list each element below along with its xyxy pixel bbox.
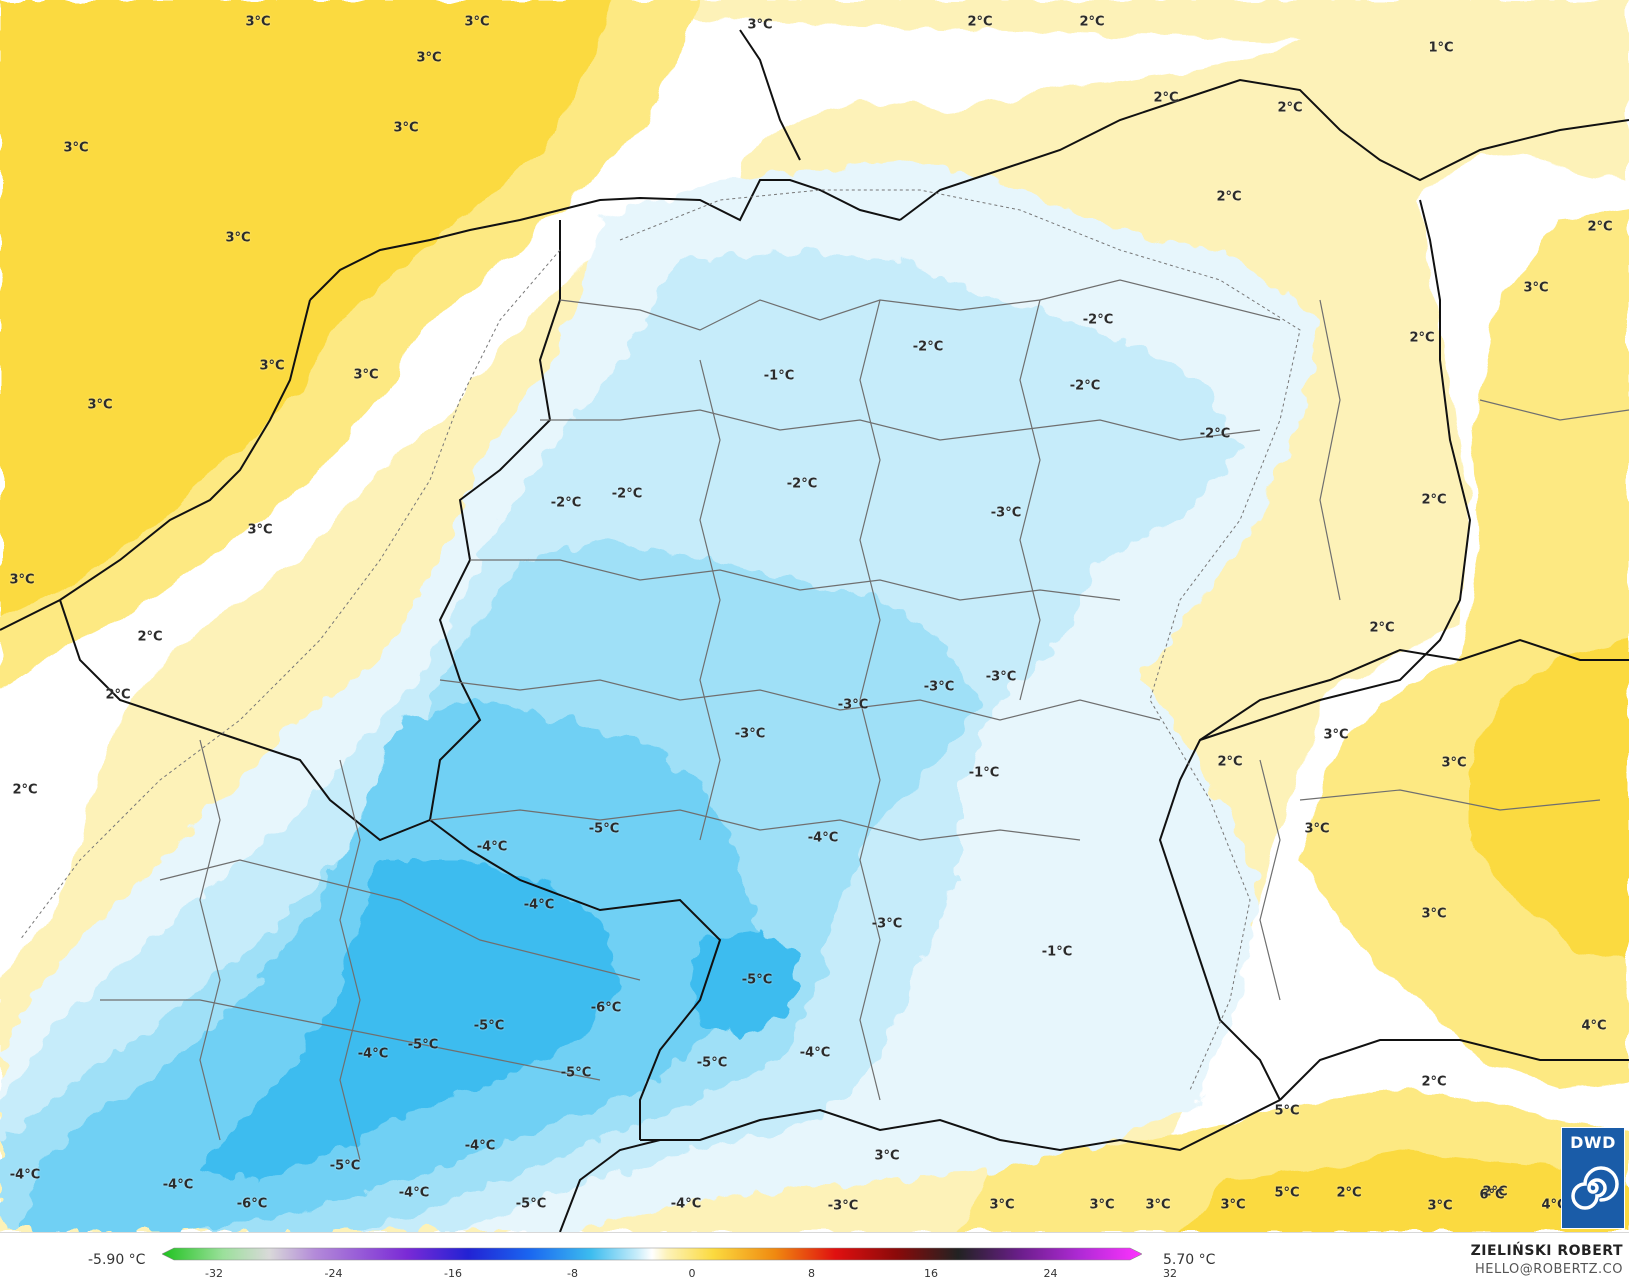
- scale-tick-label: -8: [567, 1267, 578, 1280]
- region-line: [339, 759, 361, 1161]
- border-alps: [559, 1039, 1629, 1232]
- min-value-label: -5.90 °C: [88, 1252, 146, 1268]
- dwd-spiral-icon: [1571, 1166, 1619, 1210]
- dwd-logo-text: DWD: [1570, 1133, 1616, 1152]
- region-borders: [100, 279, 1629, 1161]
- coastline-netherlands: [0, 299, 311, 631]
- color-scale: -32 -24 -16 -8 0 8 16 24 32: [161, 1247, 1177, 1283]
- scale-tick-label: 16: [924, 1267, 938, 1280]
- legend-bar: -5.90 °C -32 -24 -16 -8 0 8 16 24 32 5.70 °C ZIE…: [0, 1232, 1629, 1288]
- region-line: [1299, 789, 1601, 811]
- border-poland-czech: [1199, 638, 1629, 741]
- map-canvas: [0, 0, 1629, 1232]
- border-germany-east: [1158, 199, 1472, 1101]
- scale-tick-label: -24: [324, 1267, 343, 1280]
- region-line: [859, 299, 881, 1101]
- border-germany-south: [640, 1099, 1281, 1152]
- region-line: [540, 409, 1261, 441]
- country-borders: [0, 29, 1629, 1232]
- cold-deep-zone: [200, 860, 620, 1180]
- warm-strong-zone: [0, 0, 610, 620]
- contour-line: [619, 189, 1301, 1091]
- region-line: [429, 809, 1081, 841]
- temperature-map: 3°C 3°C 3°C 3°C 3°C 3°C 3°C 3°C 3°C 3°C 3°C 2°C 2°C 2…: [0, 0, 1629, 1232]
- region-line: [1259, 759, 1281, 1001]
- scale-tick-label: 32: [1163, 1267, 1177, 1280]
- scale-tick-label: 0: [688, 1267, 696, 1280]
- warm-strong-east: [1470, 640, 1629, 960]
- border-germany-west: [428, 220, 722, 1140]
- region-line: [1019, 299, 1041, 701]
- scale-tick-label: -16: [444, 1267, 462, 1280]
- max-value-label: 5.70 °C: [1163, 1252, 1216, 1268]
- region-line: [439, 679, 1161, 721]
- coastline-north-sea: [309, 179, 901, 301]
- warm-strong-south: [1180, 1150, 1629, 1232]
- region-line: [1319, 299, 1341, 601]
- cold-deep-zone-2: [690, 930, 800, 1040]
- author-email: HELLO@ROBERTZ.CO: [1474, 1262, 1623, 1277]
- coastline-baltic: [739, 29, 1629, 221]
- region-line: [699, 359, 721, 841]
- isotherm-contours: [19, 189, 1301, 1091]
- scale-tick-label: 8: [808, 1267, 815, 1280]
- author-credit: ZIELIŃSKI ROBERT HELLO@ROBERTZ.CO: [1471, 1243, 1623, 1277]
- region-line: [470, 559, 1121, 601]
- region-line: [1479, 399, 1629, 421]
- color-scale-bar: [161, 1247, 1143, 1261]
- author-name: ZIELIŃSKI ROBERT: [1470, 1243, 1623, 1259]
- scale-tick-label: 24: [1043, 1267, 1058, 1280]
- region-line: [199, 739, 221, 1141]
- cold-zones: [0, 160, 1320, 1232]
- region-line: [159, 859, 641, 981]
- dwd-logo: DWD: [1561, 1127, 1625, 1229]
- region-line: [100, 999, 601, 1081]
- border-belgium-france: [59, 599, 431, 842]
- scale-tick-label: -32: [205, 1267, 223, 1280]
- color-scale-body: [161, 1247, 1143, 1261]
